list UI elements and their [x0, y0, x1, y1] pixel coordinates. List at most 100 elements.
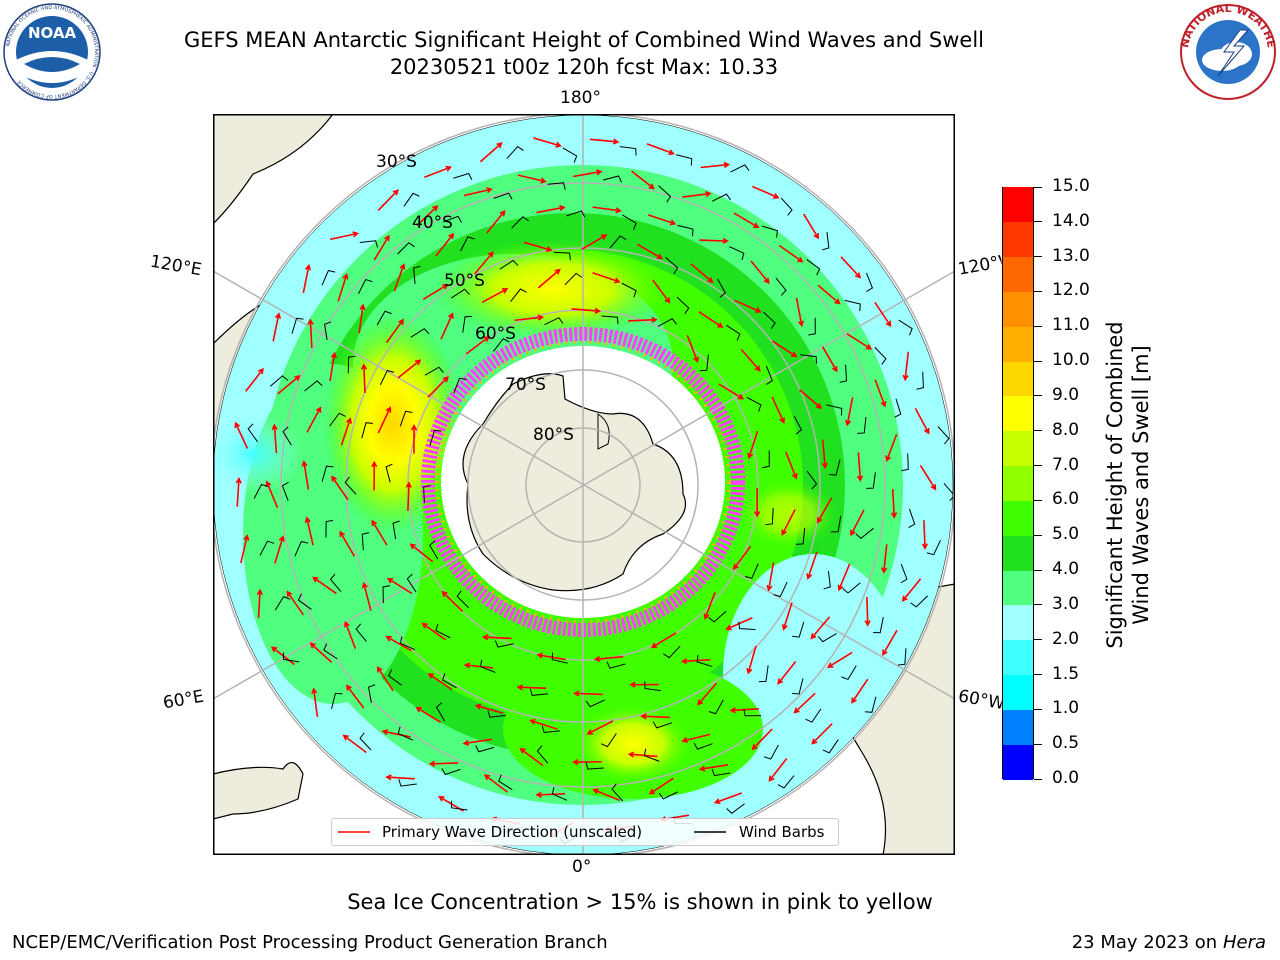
wind-barb [397, 726, 414, 741]
wind-barb [606, 661, 626, 669]
wave-direction-arrow [793, 692, 816, 714]
wind-barb [839, 364, 848, 383]
wind-barb [585, 699, 605, 708]
wave-direction-arrow [733, 212, 760, 229]
wave-direction-arrow [361, 581, 372, 611]
wind-barb [663, 645, 681, 659]
wave-direction-arrow [799, 389, 823, 409]
colorbar-segment [1003, 500, 1033, 536]
wave-direction-arrow [851, 678, 869, 704]
wave-direction-arrow [479, 142, 503, 163]
wind-barb [908, 508, 916, 529]
wave-direction-arrow [846, 333, 873, 350]
wave-direction-arrow [514, 314, 545, 322]
wind-barb [379, 369, 395, 386]
wave-direction-arrow [304, 516, 314, 546]
wind-barb [325, 519, 334, 538]
wind-barb [403, 192, 420, 207]
colorbar-tick-mark [1034, 708, 1042, 710]
wave-direction-arrow [483, 774, 508, 793]
wave-direction-arrow [698, 763, 729, 772]
wave-direction-arrow [463, 187, 493, 197]
wave-direction-arrow [718, 383, 745, 400]
wave-direction-arrow [416, 205, 439, 227]
wave-direction-arrow [410, 424, 418, 454]
wind-barb [564, 272, 583, 286]
wave-direction-arrow [486, 210, 506, 234]
wind-barb [442, 215, 462, 223]
wave-direction-arrow [901, 578, 922, 602]
wave-direction-arrow [481, 634, 512, 641]
wave-direction-arrow [646, 143, 675, 156]
wave-direction-arrow [902, 351, 910, 382]
wind-barb [553, 251, 571, 261]
wind-barb [900, 564, 908, 584]
wave-direction-arrow [245, 367, 264, 392]
wave-direction-arrow [844, 397, 854, 427]
colorbar-segment [1003, 326, 1033, 362]
colorbar-tick-label: 8.0 [1052, 419, 1080, 440]
antarctica [462, 373, 687, 592]
wave-direction-arrow [890, 489, 898, 519]
colorbar-segment [1003, 291, 1033, 327]
wind-barb [529, 688, 549, 696]
wind-barb [792, 678, 804, 695]
wave-direction-arrow [690, 263, 714, 284]
wind-barb [746, 396, 762, 412]
wind-barb [413, 265, 421, 284]
wave-direction-arrow [311, 687, 319, 717]
wave-direction-arrow [360, 363, 368, 393]
colorbar-tick-label: 3.0 [1052, 593, 1080, 614]
wave-direction-arrow [516, 684, 547, 691]
lon-label-0: 0° [572, 857, 592, 877]
wind-barb [609, 235, 627, 249]
map-frame [213, 114, 955, 855]
colorbar-tick-mark [1034, 186, 1042, 188]
colorbar-tick-mark [1034, 604, 1042, 606]
wind-barb [498, 774, 513, 791]
wave-direction-arrow [840, 256, 862, 279]
colorbar-segment [1003, 744, 1033, 780]
wind-barb [842, 582, 861, 594]
wind-barb [763, 311, 776, 330]
wind-barb [780, 197, 793, 216]
wave-direction-arrow [274, 535, 285, 564]
wave-vectors [234, 137, 953, 845]
wave-direction-arrow [465, 335, 490, 355]
wind-barb [499, 259, 519, 270]
colorbar-segment [1003, 709, 1033, 745]
date-line: 23 May 2023 on Hera [1072, 932, 1266, 953]
wind-barb [758, 665, 769, 683]
wind-barb [901, 453, 909, 472]
wind-barb [456, 590, 469, 609]
colorbar-tick-label: 10.0 [1052, 350, 1090, 371]
wind-barb [323, 321, 332, 341]
wave-direction-arrow [627, 751, 658, 758]
wave-direction-arrow [342, 734, 367, 753]
wave-direction-arrow [700, 161, 731, 169]
wave-direction-arrow [826, 651, 853, 668]
wave-direction-arrow [517, 174, 547, 184]
wind-barb [361, 532, 370, 551]
wind-barb [367, 684, 376, 704]
wind-barb [450, 800, 468, 811]
wind-barb [665, 256, 679, 275]
colorbar-tick-mark [1034, 534, 1042, 536]
wind-barb [397, 242, 415, 255]
wave-direction-arrow [373, 234, 390, 261]
wind-barb [494, 640, 514, 648]
colorbar-tick-label: 1.5 [1052, 663, 1080, 684]
credit-line: NCEP/EMC/Verification Post Processing Pr… [12, 932, 608, 953]
wind-barb [717, 278, 726, 298]
colorbar-tick-label: 5.0 [1052, 524, 1080, 545]
wave-direction-arrow [533, 137, 562, 148]
wave-direction-arrow [385, 774, 415, 781]
wave-direction-arrow [699, 237, 729, 245]
wind-barb [551, 652, 568, 664]
colorbar-tick-mark [1034, 778, 1042, 780]
wind-barb [777, 775, 795, 789]
wind-barb [943, 482, 953, 502]
wind-barb [711, 768, 731, 777]
wind-barb [392, 520, 400, 540]
wind-barb [657, 318, 677, 327]
